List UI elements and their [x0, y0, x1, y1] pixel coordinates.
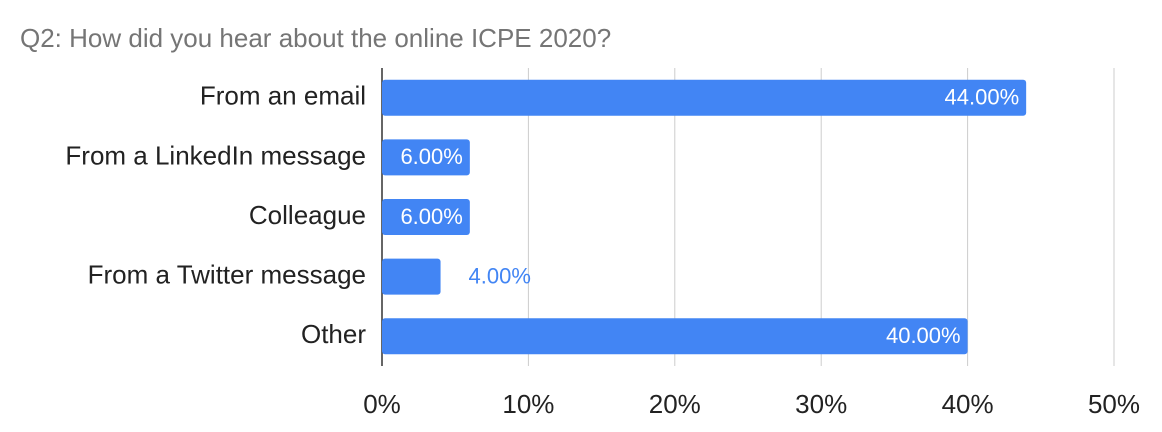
x-tick-label: 10% [502, 389, 554, 419]
x-tick-label: 20% [649, 389, 701, 419]
chart-title: Q2: How did you hear about the online IC… [20, 23, 611, 53]
y-tick-label: From an email [200, 81, 366, 111]
bar [382, 258, 441, 295]
bar [382, 199, 470, 235]
value-label: 40.00% [886, 323, 961, 348]
value-label: 4.00% [469, 263, 531, 288]
x-tick-label: 30% [795, 389, 847, 419]
x-tick-label: 0% [363, 389, 401, 419]
bar [382, 139, 470, 176]
y-tick-label: Colleague [249, 200, 366, 230]
x-tick-label: 40% [942, 389, 994, 419]
y-tick-label: From a LinkedIn message [65, 140, 366, 170]
y-tick-label: Other [301, 319, 366, 349]
value-label: 6.00% [400, 204, 462, 229]
value-label: 6.00% [400, 144, 462, 169]
bar [382, 79, 1027, 116]
bar [382, 318, 968, 355]
x-tick-label: 50% [1088, 389, 1140, 419]
y-tick-label: From a Twitter message [88, 259, 366, 289]
value-label: 44.00% [945, 85, 1020, 110]
